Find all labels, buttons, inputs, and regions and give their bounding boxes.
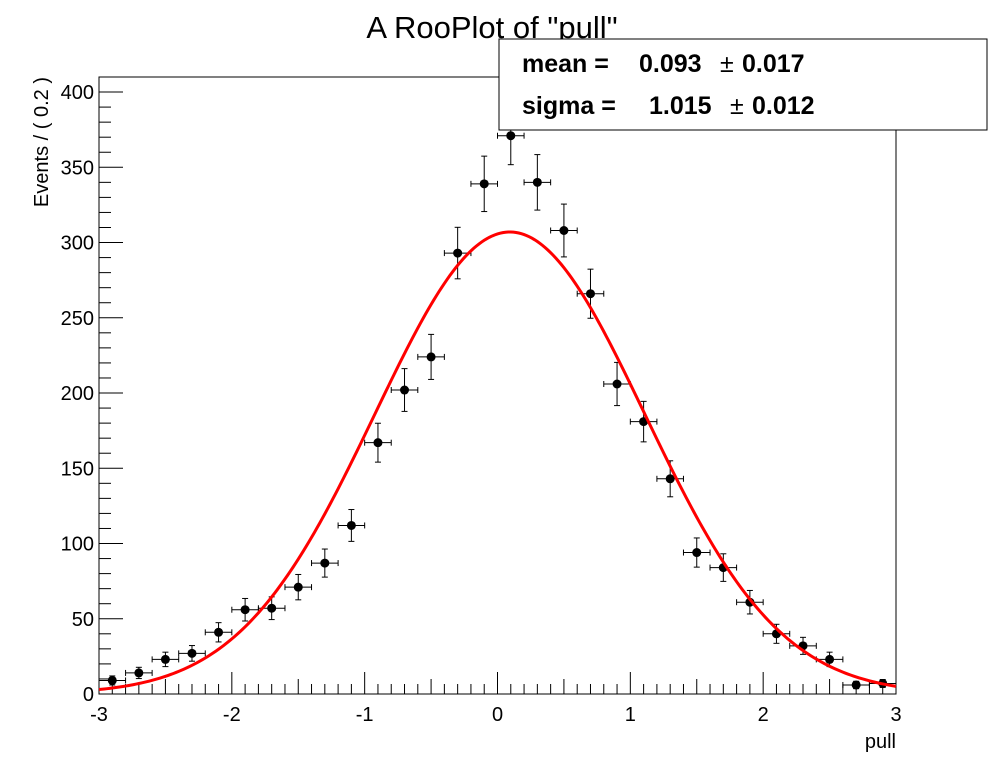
y-tick-label: 300 <box>61 233 94 255</box>
data-marker <box>267 603 277 613</box>
data-marker <box>373 438 383 448</box>
data-point <box>682 537 711 568</box>
data-marker <box>346 520 356 530</box>
y-tick-label: 250 <box>61 308 94 330</box>
data-point <box>125 666 153 680</box>
stats-mean-row: mean = 0.093 ± 0.017 <box>522 50 805 78</box>
data-marker <box>107 675 117 685</box>
stats-sigma-error: 0.012 <box>752 92 815 120</box>
y-tick-label: 0 <box>83 684 94 706</box>
data-point <box>151 651 180 668</box>
data-marker <box>160 654 170 664</box>
data-point <box>284 573 313 601</box>
gaussian-fit-curve <box>98 230 897 692</box>
x-tick-label: -2 <box>223 704 241 726</box>
data-marker <box>453 248 463 258</box>
stats-mean-value: 0.093 <box>639 50 702 78</box>
stats-sigma-value: 1.015 <box>649 92 712 120</box>
data-point <box>736 589 764 615</box>
data-marker <box>612 379 622 389</box>
stats-sigma-row: sigma = 1.015 ± 0.012 <box>522 92 815 120</box>
data-point <box>470 155 498 213</box>
data-point <box>257 596 286 621</box>
data-point <box>311 548 339 578</box>
stats-mean-label: mean = <box>522 50 609 78</box>
data-marker <box>240 605 250 615</box>
data-marker <box>585 289 595 299</box>
stats-mean-pm: ± <box>720 50 734 78</box>
x-tick-label: 2 <box>758 704 769 726</box>
y-tick-label: 400 <box>61 82 94 104</box>
data-point <box>443 226 472 280</box>
data-marker <box>479 179 489 189</box>
x-tick-label: -3 <box>90 704 108 726</box>
data-point <box>364 422 392 463</box>
y-tick-label: 350 <box>61 157 94 179</box>
data-marker <box>187 648 197 658</box>
x-axis: -3 -2 -1 0 1 2 3 <box>90 672 902 726</box>
data-point <box>98 675 127 686</box>
data-point <box>550 203 578 258</box>
data-point <box>417 333 445 380</box>
data-marker <box>293 582 303 592</box>
data-marker <box>665 474 675 484</box>
y-tick-label: 50 <box>72 609 94 631</box>
y-tick-label: 100 <box>61 534 94 556</box>
y-tick-label: 150 <box>61 458 94 480</box>
data-point <box>603 361 631 407</box>
data-point <box>204 622 233 643</box>
stats-box: mean = 0.093 ± 0.017 sigma = 1.015 ± 0.0… <box>498 38 988 131</box>
y-axis: 0 50 100 150 200 250 300 350 400 <box>61 76 123 706</box>
x-tick-label: -1 <box>356 704 374 726</box>
data-point <box>178 645 206 662</box>
x-axis-title: pull <box>865 731 896 753</box>
data-marker <box>400 385 410 395</box>
data-point <box>842 680 870 690</box>
data-marker <box>559 225 569 235</box>
data-point <box>815 651 844 668</box>
data-point <box>390 368 419 412</box>
y-axis-title: Events / ( 0.2 ) <box>31 77 53 207</box>
data-marker <box>134 668 144 678</box>
x-tick-label: 0 <box>492 704 503 726</box>
data-marker <box>851 680 861 690</box>
x-tick-label: 3 <box>890 704 901 726</box>
x-tick-label: 1 <box>625 704 636 726</box>
stats-sigma-pm: ± <box>730 92 744 120</box>
data-marker <box>426 352 436 362</box>
data-marker <box>692 548 702 558</box>
data-marker <box>825 654 835 664</box>
data-marker <box>320 558 330 568</box>
data-point <box>629 400 658 443</box>
plot-frame <box>98 76 897 695</box>
stats-mean-error: 0.017 <box>742 50 805 78</box>
data-marker <box>506 131 516 141</box>
data-points <box>98 106 897 690</box>
data-point <box>337 509 366 542</box>
data-marker <box>532 177 542 187</box>
data-marker <box>214 627 224 637</box>
data-point <box>523 154 552 211</box>
y-tick-label: 200 <box>61 383 94 405</box>
stats-sigma-label: sigma = <box>522 92 616 120</box>
